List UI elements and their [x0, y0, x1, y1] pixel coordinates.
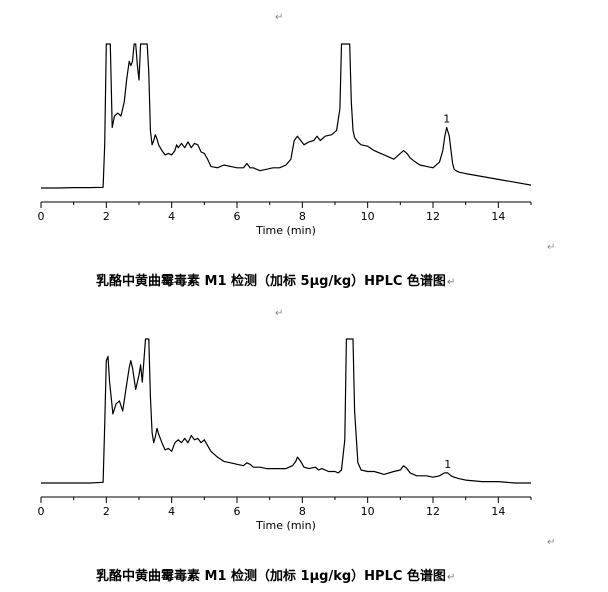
paragraph-mark: ↵: [547, 537, 556, 548]
x-axis-label: Time (min): [255, 519, 316, 532]
paragraph-mark: ↵: [547, 242, 556, 253]
chromatogram-bottom: 0 2 4 6 8 10 12 14 Time (min) 1: [38, 338, 532, 532]
x-tick-label: 14: [491, 505, 505, 518]
caption-top-text: 乳酪中黄曲霉毒素 M1 检测（加标 5μg/kg）HPLC 色谱图: [96, 274, 446, 289]
x-axis-label: Time (min): [255, 224, 316, 237]
x-tick-label: 6: [234, 505, 241, 518]
caption-top: 乳酪中黄曲霉毒素 M1 检测（加标 5μg/kg）HPLC 色谱图↵: [96, 270, 455, 289]
series-line: [41, 338, 531, 484]
paragraph-mark: ↵: [275, 308, 284, 319]
x-tick-label: 12: [426, 210, 440, 223]
x-tick-label: 0: [38, 505, 45, 518]
x-tick-label: 2: [103, 505, 110, 518]
x-tick-label: 8: [299, 210, 306, 223]
x-tick-label: 8: [299, 505, 306, 518]
x-tick-label: 6: [234, 210, 241, 223]
x-tick-label: 4: [168, 210, 175, 223]
x-tick-label: 2: [103, 210, 110, 223]
x-tick-label: 14: [491, 210, 505, 223]
peak-label: 1: [443, 113, 450, 126]
x-tick-label: 12: [426, 505, 440, 518]
paragraph-mark: ↵: [275, 12, 284, 23]
caption-bottom: 乳酪中黄曲霉毒素 M1 检测（加标 1μg/kg）HPLC 色谱图↵: [96, 565, 455, 584]
x-tick-label: 4: [168, 505, 175, 518]
caption-bottom-text: 乳酪中黄曲霉毒素 M1 检测（加标 1μg/kg）HPLC 色谱图: [96, 569, 446, 584]
x-tick-label: 10: [361, 505, 375, 518]
x-tick-label: 0: [38, 210, 45, 223]
paragraph-mark: ↵: [446, 572, 456, 583]
paragraph-mark: ↵: [446, 277, 456, 288]
x-tick-label: 10: [361, 210, 375, 223]
peak-label: 1: [444, 458, 451, 471]
chromatogram-top: 0 2 4 6 8 10 12 14 Time (min) 1: [38, 43, 532, 237]
series-line: [41, 43, 532, 189]
